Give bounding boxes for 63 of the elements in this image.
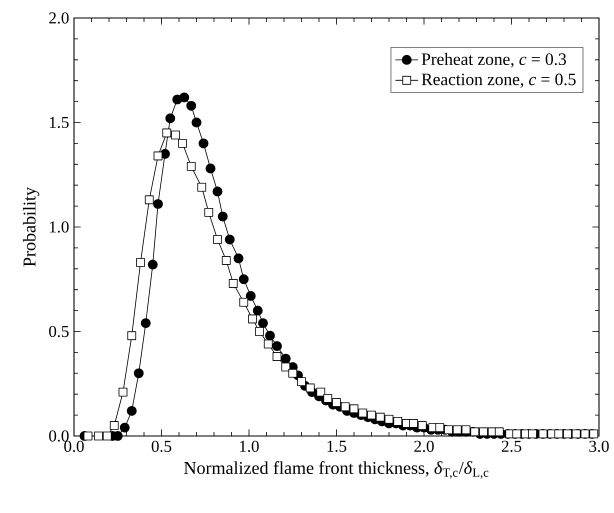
point	[494, 427, 504, 436]
point	[297, 377, 306, 386]
point	[154, 152, 162, 160]
point	[367, 410, 376, 420]
point	[384, 414, 394, 424]
point	[118, 388, 128, 396]
point	[350, 404, 358, 414]
point	[213, 235, 222, 244]
point	[563, 430, 572, 438]
legend-label: Reaction zone, c = 0.5	[422, 74, 576, 88]
point	[376, 412, 385, 422]
point	[178, 138, 187, 148]
point	[144, 195, 154, 204]
point	[136, 258, 145, 267]
point	[409, 419, 418, 428]
point	[306, 384, 315, 392]
point	[94, 432, 103, 440]
x-tick-label: 2.5	[502, 440, 522, 452]
point	[281, 362, 290, 372]
point	[288, 368, 298, 378]
point	[171, 130, 180, 140]
point	[316, 388, 326, 396]
point	[528, 430, 537, 438]
x-tick-label: 1.0	[240, 440, 259, 452]
x-axis-title: Normalized flame front thickness, δ$_{T,c}$/δ$_{L,c}$	[184, 461, 488, 479]
point	[358, 408, 368, 418]
point	[197, 182, 206, 192]
point	[222, 256, 231, 265]
x-tick-label: 0.5	[152, 440, 172, 452]
x-tick-label: 1.5	[328, 440, 346, 452]
y-axis-title: Probability	[22, 187, 40, 266]
y-tick-label: 1.5	[50, 116, 69, 128]
y-tick-label: 0.5	[49, 326, 69, 338]
point	[452, 425, 462, 434]
point	[462, 425, 470, 434]
point	[323, 394, 332, 403]
point	[162, 128, 172, 138]
point	[340, 402, 350, 412]
point	[248, 314, 257, 324]
point	[204, 208, 214, 217]
y-tick-label: 0.0	[49, 430, 69, 442]
point	[435, 423, 444, 432]
point	[255, 327, 264, 336]
point	[127, 331, 136, 340]
x-tick-label: 0.0	[64, 440, 84, 452]
y-tick-label: 1.0	[50, 221, 69, 233]
point	[110, 421, 119, 430]
point	[84, 432, 92, 440]
x-tick-label: 2.0	[414, 440, 434, 452]
y-tick-label: 2.0	[49, 12, 69, 24]
x-tick-label: 3.0	[589, 440, 609, 452]
legend-label: Preheat zone, c = 0.3	[422, 52, 566, 68]
point	[393, 416, 402, 426]
point	[272, 352, 282, 361]
point	[264, 340, 273, 348]
point	[102, 432, 112, 440]
point	[239, 298, 248, 307]
point	[479, 427, 488, 436]
point	[444, 425, 453, 434]
point	[418, 421, 427, 430]
point	[332, 398, 341, 407]
point	[228, 279, 238, 288]
point	[186, 162, 196, 171]
